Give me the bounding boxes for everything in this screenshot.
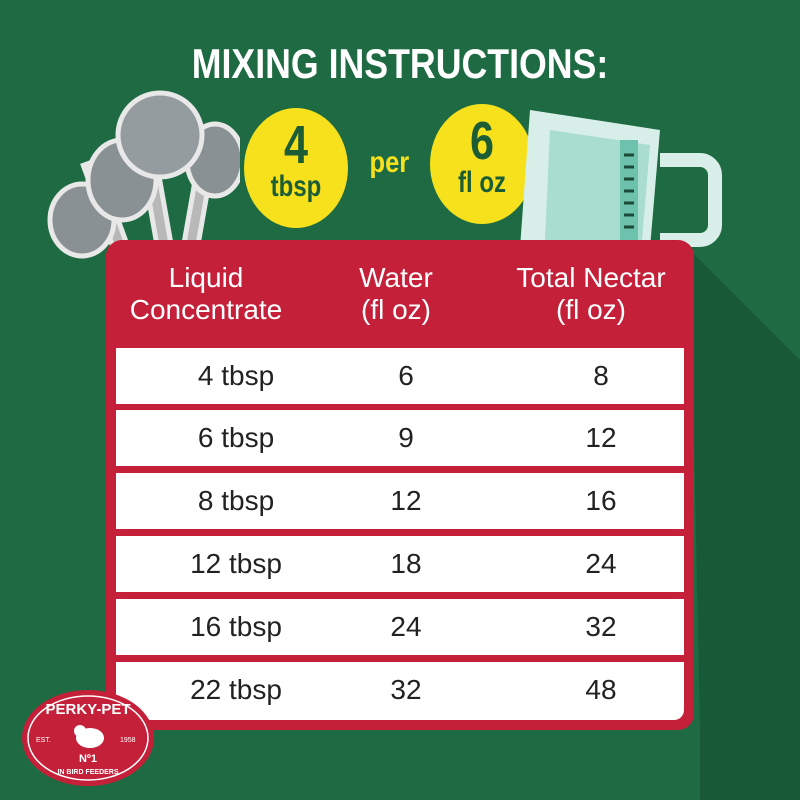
table-row: 4 tbsp 6 8 xyxy=(116,348,684,404)
svg-text:Nº1: Nº1 xyxy=(79,753,97,765)
measuring-cup-icon xyxy=(520,110,722,248)
concentrate-badge: 4 tbsp xyxy=(244,108,348,228)
perky-pet-logo: PERKY-PET EST. 1958 Nº1 IN BIRD FEEDERS xyxy=(22,690,154,786)
header-water: Water (fl oz) xyxy=(359,262,433,325)
svg-text:EST.: EST. xyxy=(36,737,51,744)
water-badge: 6 fl oz xyxy=(430,104,534,224)
svg-text:PERKY-PET: PERKY-PET xyxy=(45,701,130,718)
table-row: 12 tbsp 18 24 xyxy=(116,536,684,592)
table-row: 16 tbsp 24 32 xyxy=(116,599,684,655)
header-liquid-concentrate: Liquid Concentrate xyxy=(129,262,283,325)
table-row: 6 tbsp 9 12 xyxy=(116,410,684,466)
mixing-table: Liquid Concentrate Water (fl oz) Total Nec… xyxy=(106,240,694,730)
svg-text:1958: 1958 xyxy=(120,737,136,744)
table-row: 8 tbsp 12 16 xyxy=(116,473,684,529)
svg-text:IN BIRD FEEDERS: IN BIRD FEEDERS xyxy=(57,769,118,776)
header-total-nectar: Total Nectar (fl oz) xyxy=(516,262,666,325)
per-label: per xyxy=(369,146,410,179)
page-title: MIXING INSTRUCTIONS: xyxy=(191,40,609,87)
table-row: 22 tbsp 32 48 xyxy=(116,662,684,720)
measuring-spoons-icon xyxy=(47,90,240,260)
